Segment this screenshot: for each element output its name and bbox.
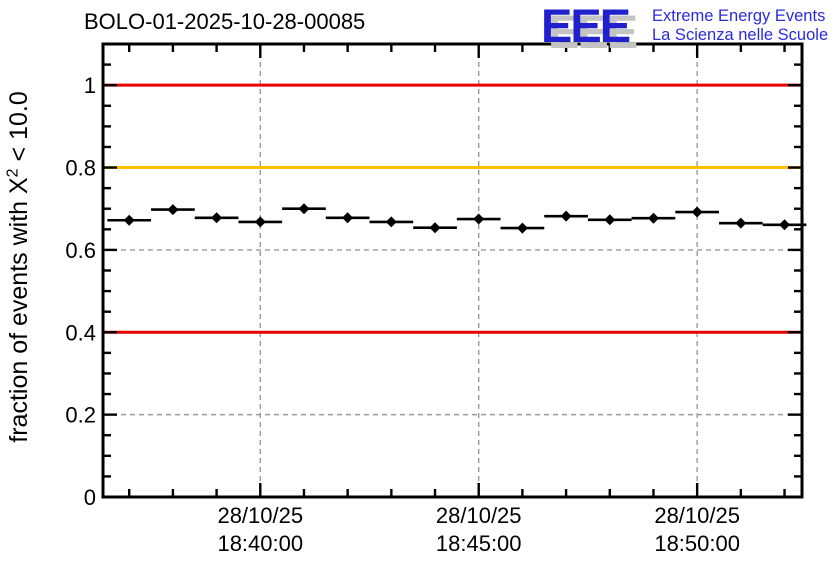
data-point-marker — [298, 203, 310, 215]
data-point-marker — [385, 216, 397, 228]
data-point-marker — [429, 222, 441, 234]
y-tick-label: 0.6 — [65, 238, 96, 263]
plot-title: BOLO-01-2025-10-28-00085 — [84, 9, 366, 34]
data-point-marker — [342, 212, 354, 224]
data-point-marker — [604, 214, 616, 226]
y-tick-label: 1 — [84, 73, 96, 98]
x-tick-label-time: 18:40:00 — [217, 531, 303, 556]
eee-logo-subtitle: Extreme Energy Events La Scienza nelle S… — [652, 7, 836, 45]
y-axis-title-text: fraction of events with X — [4, 177, 33, 443]
data-point-marker — [516, 222, 528, 234]
x-tick-label-time: 18:50:00 — [654, 531, 740, 556]
eee-logo-line1: Extreme Energy Events — [652, 7, 826, 25]
x-tick-label-date: 28/10/25 — [436, 503, 522, 528]
data-point-marker — [648, 212, 659, 224]
y-axis-title-superscript: 2 — [4, 168, 22, 178]
data-point-marker — [735, 217, 747, 229]
data-point-marker — [560, 210, 572, 222]
y-tick-label: 0.2 — [65, 403, 96, 428]
data-point-marker — [167, 204, 179, 216]
y-tick-label: 0 — [84, 485, 96, 510]
y-tick-label: 0.8 — [65, 156, 96, 181]
y-axis-title: fraction of events with X2 < 10.0 — [5, 41, 45, 494]
data-point-marker — [779, 219, 790, 231]
y-axis-title-suffix: < 10.0 — [4, 91, 33, 169]
data-point-marker — [691, 206, 703, 218]
x-tick-label-date: 28/10/25 — [654, 503, 740, 528]
data-point-marker — [211, 212, 223, 224]
x-tick-label-date: 28/10/25 — [217, 503, 303, 528]
data-point-marker — [254, 216, 266, 228]
eee-logo-acronym: EEE — [541, 0, 631, 52]
y-tick-label: 0.4 — [65, 320, 96, 345]
x-tick-label-time: 18:45:00 — [436, 531, 522, 556]
data-point-marker — [123, 214, 135, 226]
eee-logo-line2: La Scienza nelle Scuole — [652, 26, 829, 44]
data-point-marker — [473, 213, 485, 225]
